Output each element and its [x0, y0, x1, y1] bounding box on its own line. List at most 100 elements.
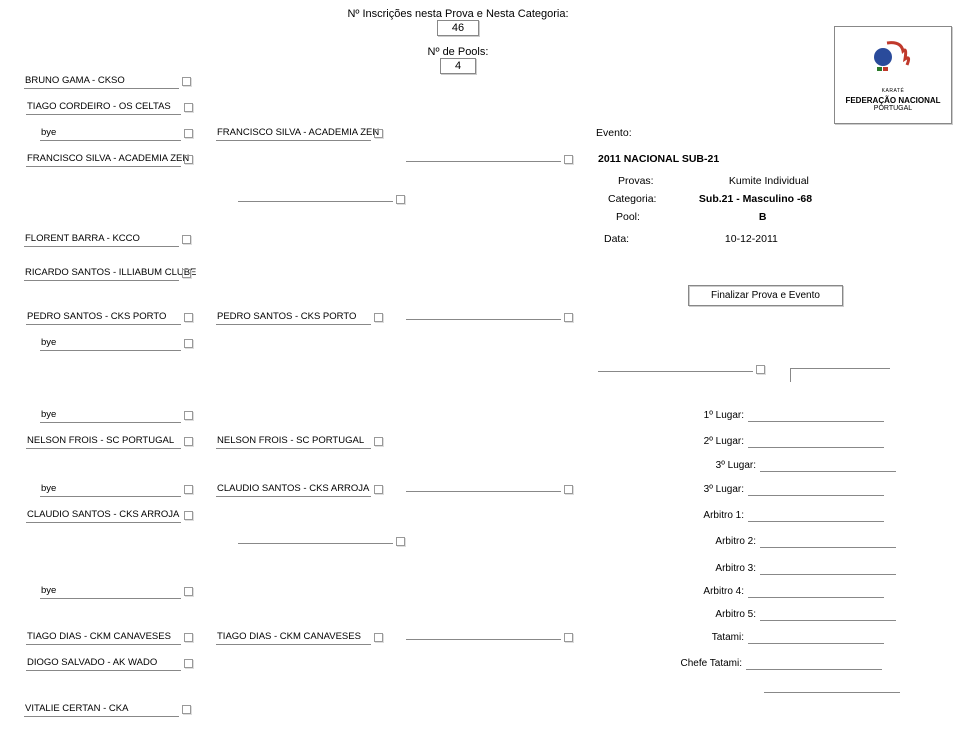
score-box[interactable] [184, 129, 193, 138]
entry: PEDRO SANTOS - CKS PORTO [216, 309, 371, 325]
result-field[interactable] [746, 656, 882, 670]
categoria-value: Sub.21 - Masculino -68 [699, 193, 812, 205]
pool-label: Pool: [616, 208, 684, 226]
inscriptions-count: 46 [437, 20, 479, 36]
result-field[interactable] [760, 534, 896, 548]
score-box[interactable] [182, 705, 191, 714]
score-box[interactable] [184, 587, 193, 596]
result-field[interactable] [760, 607, 896, 621]
score-box[interactable] [184, 339, 193, 348]
result-field[interactable] [760, 561, 896, 575]
score-box[interactable] [184, 633, 193, 642]
data-label: Data: [604, 230, 672, 248]
entry: VITALIE CERTAN - CKA [24, 701, 179, 717]
score-box[interactable] [182, 269, 191, 278]
inscriptions-label: Nº Inscrições nesta Prova e Nesta Catego… [308, 8, 608, 20]
score-box[interactable] [184, 411, 193, 420]
finalize-button[interactable]: Finalizar Prova e Evento [688, 285, 843, 306]
score-box[interactable] [374, 129, 383, 138]
score-box[interactable] [182, 235, 191, 244]
result-label: 2º Lugar: [676, 436, 748, 447]
entry: FRANCISCO SILVA - ACADEMIA ZEN [26, 151, 181, 167]
entry: bye [40, 481, 181, 497]
score-box[interactable] [756, 365, 765, 374]
result-label: Tatami: [676, 632, 748, 643]
result-field[interactable] [760, 458, 896, 472]
score-box[interactable] [564, 313, 573, 322]
entry: FLORENT BARRA - KCCO [24, 231, 179, 247]
entry: bye [40, 125, 181, 141]
bracket-group-3: bye 1º Lugar: NELSON FROIS - SC PORTUGAL… [8, 402, 952, 554]
winner-slot [406, 315, 561, 320]
provas-label: Provas: [618, 172, 686, 190]
result-field[interactable] [748, 508, 884, 522]
score-box[interactable] [182, 77, 191, 86]
score-box[interactable] [184, 313, 193, 322]
score-box[interactable] [184, 485, 193, 494]
result-label: Arbitro 5: [688, 609, 760, 620]
entry: DIOGO SALVADO - AK WADO [26, 655, 181, 671]
entry: BRUNO GAMA - CKSO [24, 73, 179, 89]
result-label: 1º Lugar: [676, 410, 748, 421]
bracket-group-4: Arbitro 3: bye Arbitro 4: Arbitro 5: TIA… [8, 558, 952, 722]
result-field[interactable] [748, 434, 884, 448]
evento-label: Evento: [596, 127, 632, 139]
score-box[interactable] [374, 485, 383, 494]
header: Nº Inscrições nesta Prova e Nesta Catego… [8, 8, 952, 68]
score-box[interactable] [564, 485, 573, 494]
entry: bye [40, 407, 181, 423]
score-box[interactable] [184, 155, 193, 164]
entry: TIAGO DIAS - CKM CANAVESES [26, 629, 181, 645]
entry: NELSON FROIS - SC PORTUGAL [26, 433, 181, 449]
result-label: Chefe Tatami: [656, 658, 746, 669]
result-label: 3º Lugar: [688, 460, 760, 471]
result-field[interactable] [748, 408, 884, 422]
result-label: Arbitro 2: [688, 536, 760, 547]
result-label: Arbitro 3: [688, 563, 760, 574]
score-box[interactable] [184, 437, 193, 446]
provas-value: Kumite Individual [729, 175, 809, 187]
score-box[interactable] [184, 103, 193, 112]
score-box[interactable] [396, 537, 405, 546]
pools-label: Nº de Pools: [308, 46, 608, 58]
bracket-group-1: BRUNO GAMA - CKSO TIAGO CORDEIRO - OS CE… [8, 68, 952, 252]
result-label: 3º Lugar: [676, 484, 748, 495]
result-field[interactable] [748, 482, 884, 496]
score-box[interactable] [564, 155, 573, 164]
categoria-label: Categoria: [608, 190, 676, 208]
bracket-group-2: RICARDO SANTOS - ILLIABUM CLUBE Finaliza… [8, 260, 952, 382]
score-box[interactable] [396, 195, 405, 204]
entry: TIAGO CORDEIRO - OS CELTAS [26, 99, 181, 115]
winner-slot [598, 367, 753, 372]
score-box[interactable] [184, 511, 193, 520]
winner-slot [238, 197, 393, 202]
entry: RICARDO SANTOS - ILLIABUM CLUBE [24, 265, 179, 281]
data-value: 10-12-2011 [725, 233, 778, 245]
evento-value: 2011 NACIONAL SUB-21 [598, 153, 719, 165]
result-field[interactable] [748, 630, 884, 644]
winner-slot [406, 635, 561, 640]
result-label: Arbitro 4: [676, 586, 748, 597]
result-field[interactable] [748, 584, 884, 598]
pool-value: B [759, 211, 767, 223]
entry: PEDRO SANTOS - CKS PORTO [26, 309, 181, 325]
entry: CLAUDIO SANTOS - CKS ARROJA [26, 507, 181, 523]
score-box[interactable] [374, 633, 383, 642]
score-box[interactable] [564, 633, 573, 642]
entry: bye [40, 335, 181, 351]
entry: TIAGO DIAS - CKM CANAVESES [216, 629, 371, 645]
entry: FRANCISCO SILVA - ACADEMIA ZEN [216, 125, 371, 141]
result-field[interactable] [764, 679, 900, 693]
score-box[interactable] [374, 313, 383, 322]
entry: bye [40, 583, 181, 599]
score-box[interactable] [184, 659, 193, 668]
result-label: Arbitro 1: [676, 510, 748, 521]
entry: CLAUDIO SANTOS - CKS ARROJA [216, 481, 371, 497]
winner-slot [406, 157, 561, 162]
score-box[interactable] [374, 437, 383, 446]
bracket-page: Nº Inscrições nesta Prova e Nesta Catego… [8, 8, 952, 722]
event-info: Evento: [596, 124, 632, 142]
entry: NELSON FROIS - SC PORTUGAL [216, 433, 371, 449]
winner-slot [238, 539, 393, 544]
winner-slot [406, 487, 561, 492]
